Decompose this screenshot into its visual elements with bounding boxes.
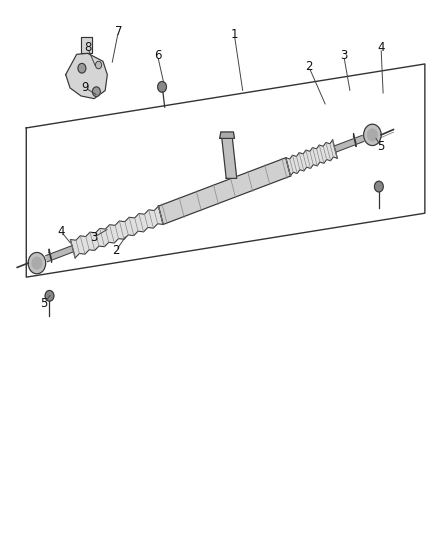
Polygon shape xyxy=(71,206,163,258)
Text: 2: 2 xyxy=(305,60,313,73)
Circle shape xyxy=(28,253,46,274)
Circle shape xyxy=(92,87,100,96)
Text: 1: 1 xyxy=(230,28,238,41)
Circle shape xyxy=(45,290,54,301)
Circle shape xyxy=(374,181,383,192)
Polygon shape xyxy=(66,53,107,99)
Text: 5: 5 xyxy=(40,297,47,310)
Circle shape xyxy=(364,124,381,146)
Text: 4: 4 xyxy=(377,42,385,54)
Text: 3: 3 xyxy=(91,231,98,244)
Text: 9: 9 xyxy=(81,82,89,94)
Polygon shape xyxy=(49,249,52,262)
Text: 6: 6 xyxy=(154,50,162,62)
Text: 7: 7 xyxy=(114,26,122,38)
Polygon shape xyxy=(334,135,364,152)
Circle shape xyxy=(78,63,86,73)
Text: 4: 4 xyxy=(57,225,65,238)
Circle shape xyxy=(32,257,42,269)
Text: 2: 2 xyxy=(112,244,120,257)
Text: 5: 5 xyxy=(378,140,385,153)
Polygon shape xyxy=(159,158,290,224)
Text: 8: 8 xyxy=(84,42,91,54)
Polygon shape xyxy=(220,132,234,139)
Text: 3: 3 xyxy=(340,50,347,62)
Circle shape xyxy=(95,61,102,69)
Polygon shape xyxy=(222,139,237,179)
Polygon shape xyxy=(46,246,74,262)
Circle shape xyxy=(158,82,166,92)
Polygon shape xyxy=(81,37,92,53)
Circle shape xyxy=(367,129,377,141)
Polygon shape xyxy=(286,140,337,176)
Polygon shape xyxy=(353,133,356,147)
